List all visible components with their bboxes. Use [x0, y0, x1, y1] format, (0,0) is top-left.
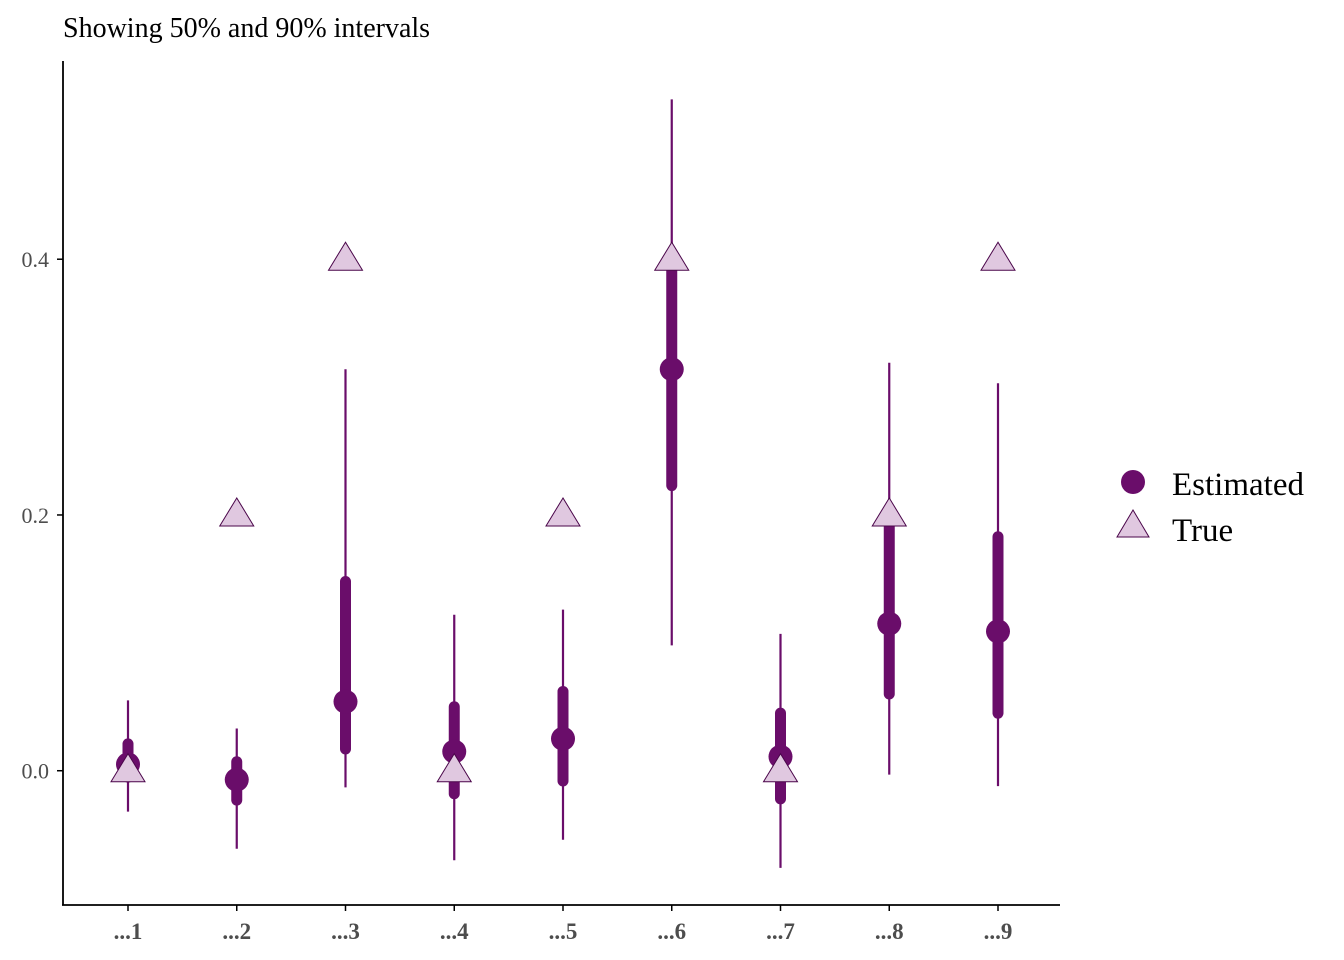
legend-true-label: True [1172, 513, 1233, 549]
x-tick-label: ...6 [657, 919, 686, 944]
x-tick-label: ...7 [766, 919, 795, 944]
x-tick-label: ...9 [984, 919, 1013, 944]
true-point [871, 497, 908, 527]
chart-title: Showing 50% and 90% intervals [63, 13, 430, 44]
estimated-point [551, 726, 575, 751]
legend: Estimated True [1116, 467, 1304, 549]
chart-marks [110, 99, 1016, 868]
legend-estimated-label: Estimated [1172, 467, 1304, 503]
x-tick-label: ...1 [114, 919, 143, 944]
estimated-point [442, 739, 467, 764]
y-tick-label: 0.2 [22, 503, 50, 528]
y-tick-label: 0.0 [22, 759, 50, 784]
true-point [110, 752, 146, 783]
estimated-point [877, 611, 902, 636]
y-ticks: 0.0 0.2 0.4 [22, 247, 63, 784]
true-point [218, 497, 255, 527]
true-point [436, 752, 473, 783]
x-ticks: ...1 ...2 ...3 ...4 ...5 ...6 ...7 ...8 ...9 [114, 905, 1013, 944]
x-tick-label: ...8 [875, 919, 904, 944]
x-tick-label: ...3 [331, 919, 360, 944]
estimated-point [986, 619, 1010, 644]
y-tick-label: 0.4 [22, 247, 50, 272]
x-tick-label: ...4 [440, 919, 469, 944]
true-point [762, 752, 799, 783]
estimated-point [224, 767, 249, 792]
legend-true-key [1116, 509, 1150, 538]
true-point [327, 241, 364, 271]
true-point [653, 241, 690, 271]
x-tick-label: ...5 [549, 919, 578, 944]
legend-estimated-key [1121, 470, 1145, 494]
axes [62, 61, 1060, 906]
estimated-point [333, 689, 358, 714]
estimated-point [659, 357, 684, 382]
x-tick-label: ...2 [222, 919, 251, 944]
true-point [545, 497, 581, 527]
true-point [980, 241, 1016, 271]
